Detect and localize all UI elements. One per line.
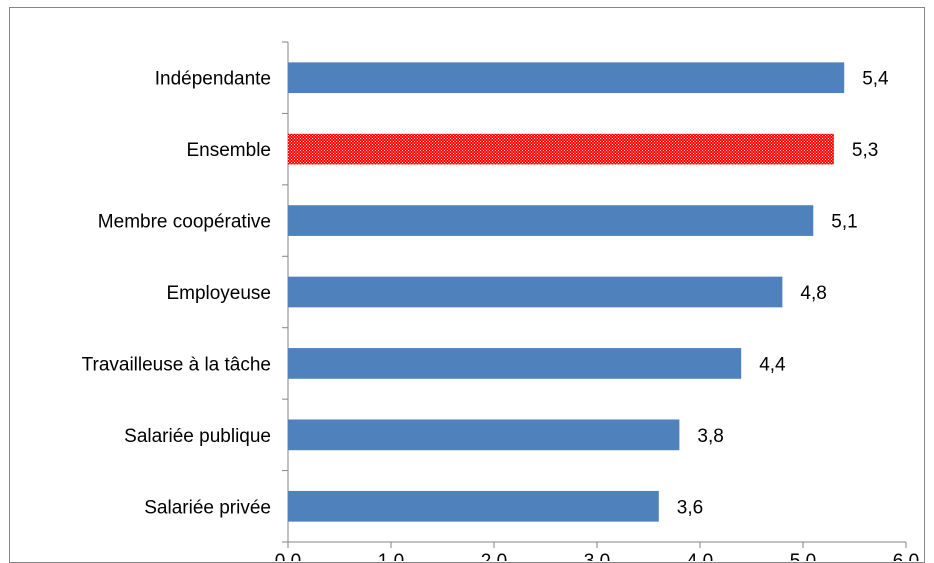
category-label: Travailleuse à la tâche (82, 354, 271, 375)
bar-highlight (288, 133, 834, 165)
category-label: Indépendante (155, 69, 271, 90)
x-tick-label: 6,0 (893, 551, 919, 561)
x-tick-label: 1,0 (378, 551, 404, 561)
x-tick-label: 3,0 (584, 551, 610, 561)
bar (288, 62, 845, 94)
bar (288, 205, 814, 236)
x-tick-label: 5,0 (790, 551, 816, 561)
category-label: Ensemble (187, 140, 272, 161)
category-label: Employeuse (166, 283, 271, 304)
value-label: 3,8 (697, 426, 723, 447)
value-label: 5,1 (831, 212, 857, 233)
bar (288, 490, 659, 522)
bar (288, 419, 680, 451)
value-label: 4,8 (800, 283, 826, 304)
value-label: 4,4 (759, 354, 786, 375)
value-label: 5,3 (852, 140, 878, 161)
category-label: Membre coopérative (98, 212, 271, 233)
bar (288, 348, 742, 379)
value-label: 3,6 (677, 497, 703, 518)
category-label: Salariée privée (144, 497, 271, 518)
bar (288, 276, 783, 308)
x-tick-label: 4,0 (687, 551, 713, 561)
category-label: Salariée publique (124, 426, 271, 447)
x-tick-label: 0,0 (275, 551, 301, 561)
value-label: 5,4 (862, 69, 889, 90)
x-tick-label: 2,0 (481, 551, 507, 561)
